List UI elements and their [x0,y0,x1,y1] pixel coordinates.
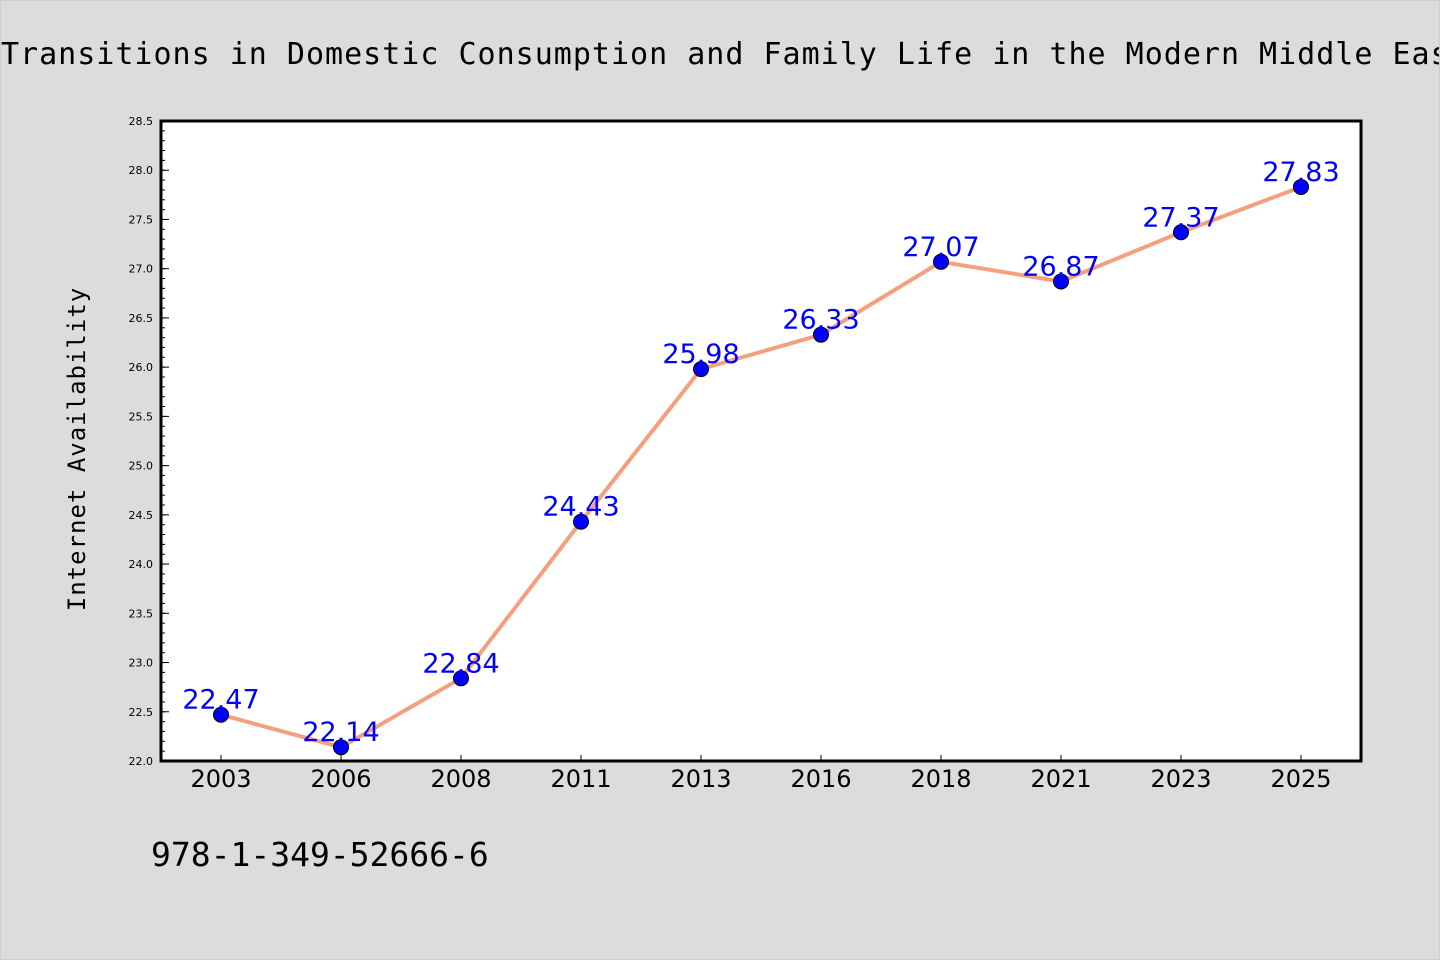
x-tick-label: 2008 [430,765,491,793]
x-tick-label: 2021 [1030,765,1091,793]
x-tick-label: 2018 [910,765,971,793]
y-tick-label: 27.0 [129,263,154,276]
y-tick-label: 27.5 [129,213,154,226]
x-tick-label: 2013 [670,765,731,793]
data-label: 27.83 [1262,157,1339,188]
data-label: 27.07 [902,232,979,263]
data-point [333,739,349,756]
y-tick-label: 24.5 [129,509,154,522]
y-tick-label: 24.0 [129,558,154,571]
data-label: 25.98 [662,339,739,370]
y-tick-label: 26.0 [129,361,154,374]
plot-area [159,119,1363,763]
y-tick-label: 28.5 [129,115,154,128]
data-point [1293,178,1309,195]
data-point [813,326,829,343]
y-tick-label: 25.0 [129,460,154,473]
data-point [213,706,229,723]
x-tick-label: 2006 [310,765,371,793]
y-axis: 22.0 22.5 23.0 23.5 24.0 24.5 25.0 25.5 26.0 26.5… [129,115,169,768]
data-labels: 22.47 22.14 22.84 24.43 25.98 26.33 27.07 26.87… [182,157,1339,748]
data-point [1173,224,1189,241]
data-point [933,253,949,270]
y-tick-label: 26.5 [129,312,154,325]
x-tick-label: 2011 [550,765,611,793]
y-tick-label: 28.0 [129,164,154,177]
x-tick-label: 2003 [190,765,251,793]
data-label: 22.14 [302,717,379,748]
series-line [219,184,1303,750]
data-label: 26.87 [1022,251,1099,282]
data-point [573,513,589,530]
data-label: 22.47 [182,685,259,716]
y-tick-label: 25.5 [129,410,154,423]
data-label: 27.37 [1142,202,1219,233]
y-tick-label: 22.0 [129,755,154,768]
x-axis: 2003 2006 2008 2011 2013 2016 2018 2021 2023 2025 [190,755,1332,793]
y-tick-label: 22.5 [129,706,154,719]
data-label: 22.84 [422,648,499,679]
y-axis-label: Internet Availability [63,287,91,611]
y-tick-label: 23.5 [129,607,154,620]
data-point [693,361,709,378]
x-tick-label: 2025 [1270,765,1331,793]
data-point [453,670,469,687]
x-tick-label: 2023 [1150,765,1211,793]
data-point [1053,273,1069,290]
y-tick-label: 23.0 [129,657,154,670]
data-markers [213,178,1309,756]
x-tick-label: 2016 [790,765,851,793]
data-label: 24.43 [542,492,619,523]
isbn-text: 978-1-349-52666-6 [151,835,489,874]
chart-title: Transitions in Domestic Consumption and … [1,37,1440,72]
data-label: 26.33 [782,305,859,336]
